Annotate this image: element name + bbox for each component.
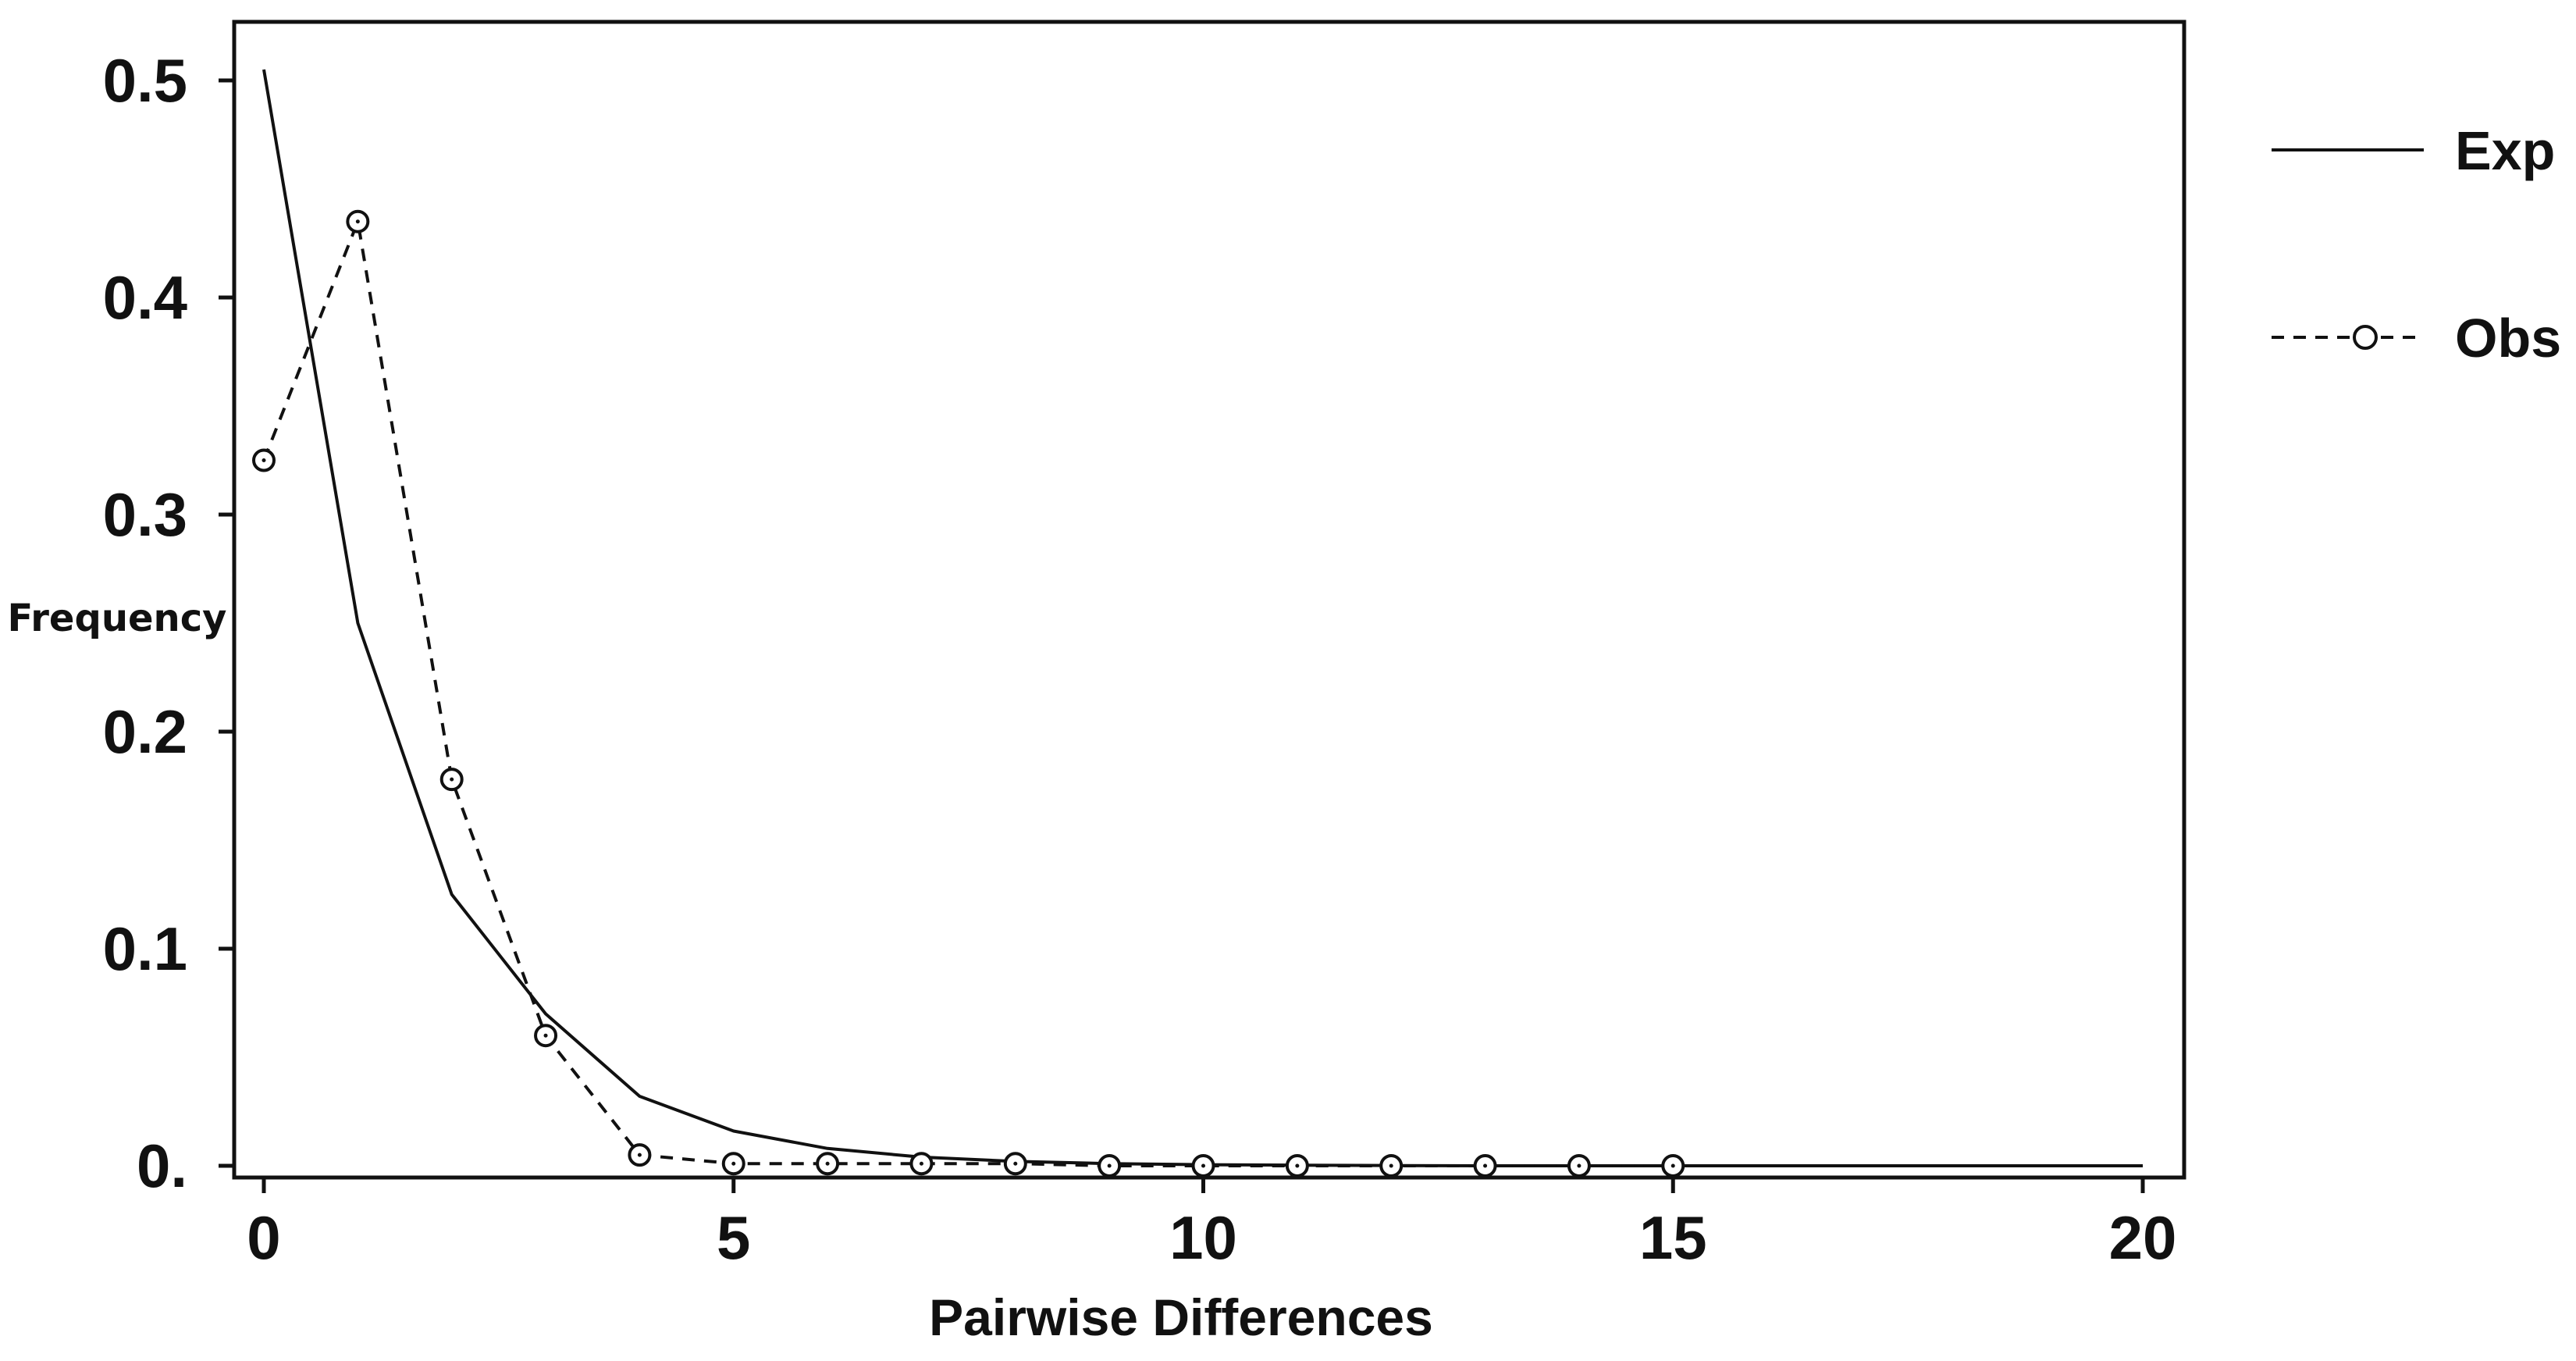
data-point-center-obs xyxy=(543,1033,548,1038)
data-point-center-obs xyxy=(1107,1163,1112,1168)
data-point-center-obs xyxy=(1483,1163,1488,1168)
x-axis-title: Pairwise Differences xyxy=(929,1288,1433,1346)
y-tick-label: 0.3 xyxy=(103,480,187,549)
series-exp xyxy=(262,69,2143,1167)
series-obs xyxy=(252,209,1685,1178)
x-tick-label: 5 xyxy=(717,1203,750,1272)
legend-marker-obs xyxy=(2353,325,2378,350)
data-point-center-obs xyxy=(1577,1163,1582,1168)
data-point-center-obs xyxy=(1295,1163,1300,1168)
y-axis-title: Frequency xyxy=(8,597,227,640)
data-point-center-obs xyxy=(919,1161,923,1166)
data-point-center-obs xyxy=(355,219,360,224)
y-tick-label: 0.1 xyxy=(103,914,187,983)
plot-frame xyxy=(232,20,2186,1180)
y-tick-label: 0. xyxy=(137,1131,187,1200)
data-point-center-obs xyxy=(262,458,266,462)
series-line-exp xyxy=(262,69,2143,1167)
data-point-center-obs xyxy=(1389,1163,1393,1168)
data-point-center-obs xyxy=(1013,1161,1018,1166)
legend-label-exp: Exp xyxy=(2455,120,2555,181)
x-tick-label: 15 xyxy=(1639,1203,1707,1272)
y-tick-label: 0.5 xyxy=(103,46,187,115)
x-tick-label: 20 xyxy=(2109,1203,2177,1272)
y-tick-label: 0.2 xyxy=(103,697,187,766)
data-point-center-obs xyxy=(450,777,454,782)
legend-item-obs: Obs xyxy=(2272,308,2561,369)
x-tick-label: 10 xyxy=(1169,1203,1237,1272)
legend: Exp Obs xyxy=(2272,120,2561,369)
y-axis: 0. 0.1 0.2 0.3 0.4 0.5 xyxy=(103,46,234,1200)
legend-item-exp: Exp xyxy=(2272,120,2555,181)
y-tick-label: 0.4 xyxy=(103,263,187,332)
data-point-center-obs xyxy=(1670,1163,1675,1168)
data-point-center-obs xyxy=(637,1153,642,1157)
data-point-center-obs xyxy=(1201,1163,1205,1168)
x-axis: 0 5 10 15 20 xyxy=(247,1178,2176,1272)
data-point-center-obs xyxy=(731,1161,736,1166)
x-tick-label: 0 xyxy=(247,1203,280,1272)
legend-label-obs: Obs xyxy=(2455,308,2561,369)
series-layer xyxy=(252,69,2143,1178)
series-line-obs xyxy=(262,219,1674,1167)
data-point-center-obs xyxy=(825,1161,830,1166)
